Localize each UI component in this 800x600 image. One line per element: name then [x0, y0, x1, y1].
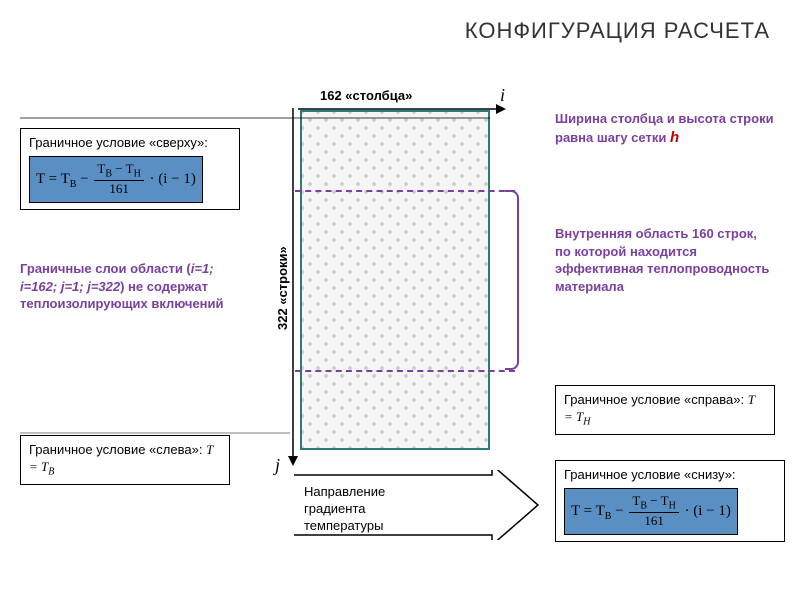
i-axis-label: i [500, 85, 505, 106]
bc-bottom-formula: T = TB − TB − TH161 · (i − 1) [564, 488, 738, 535]
boundary-layers-note: Граничные слои области (i=1; i=162; j=1;… [20, 260, 230, 313]
grid-region [300, 110, 490, 450]
bc-right-box: Граничное условие «справа»: T = TH [555, 385, 775, 435]
bc-right-caption: Граничное условие «справа»: [564, 392, 748, 407]
inner-bracket [505, 190, 519, 370]
j-axis-label: j [275, 455, 280, 476]
gradient-arrow [292, 470, 542, 540]
step-note: Ширина столбца и высота строки равна шаг… [555, 110, 775, 148]
dashed-top [295, 190, 515, 192]
bc-left-box: Граничное условие «слева»: T = TB [20, 435, 230, 485]
cols-label: 162 «столбца» [320, 88, 412, 103]
bc-left-caption: Граничное условие «слева»: [29, 442, 206, 457]
tick-line [20, 430, 290, 436]
bc-top-box: Граничное условие «сверху»: T = TB − TB … [20, 128, 240, 210]
bc-top-caption: Граничное условие «сверху»: [29, 135, 231, 152]
page-title: КОНФИГУРАЦИЯ РАСЧЕТА [465, 18, 770, 44]
inner-note: Внутренняя область 160 строк, по которой… [555, 225, 775, 295]
top-dim-line [20, 115, 490, 121]
bc-top-formula: T = TB − TB − TH161 · (i − 1) [29, 156, 203, 203]
bc-bottom-caption: Граничное условие «снизу»: [564, 467, 776, 484]
j-axis-arrow [286, 108, 300, 468]
bc-bottom-box: Граничное условие «снизу»: T = TB − TB −… [555, 460, 785, 542]
i-axis-arrow [298, 102, 508, 116]
dashed-bottom [295, 370, 515, 372]
